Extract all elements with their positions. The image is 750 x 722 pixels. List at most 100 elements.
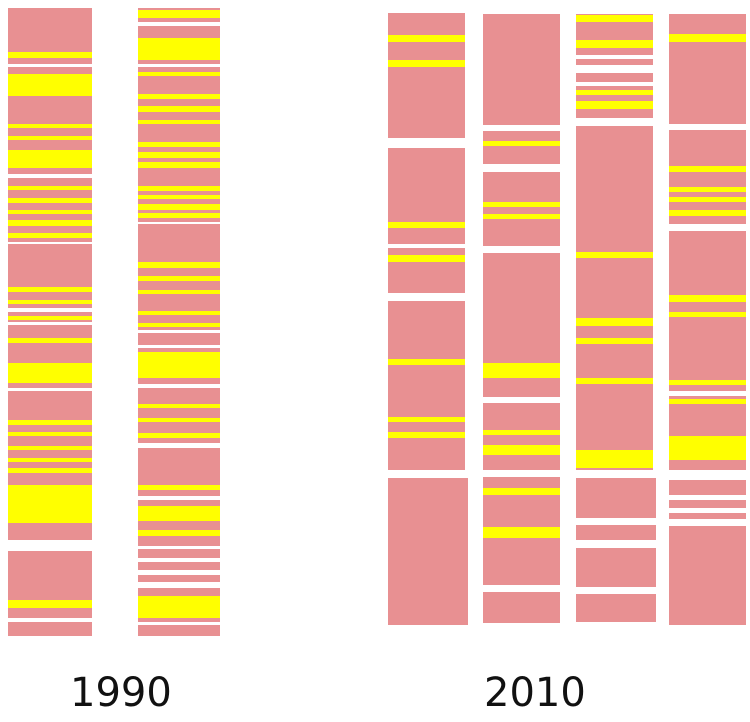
gap-band bbox=[483, 246, 560, 253]
gap-band bbox=[576, 65, 653, 73]
highlight-band bbox=[8, 198, 92, 203]
highlight-band bbox=[388, 432, 465, 438]
highlight-band bbox=[138, 204, 220, 210]
gap-band bbox=[576, 518, 656, 525]
highlight-band bbox=[8, 300, 92, 304]
gap-band bbox=[669, 391, 746, 396]
highlight-band bbox=[138, 106, 220, 112]
gap-band bbox=[388, 138, 465, 148]
gap-band bbox=[576, 540, 656, 548]
gap-band bbox=[138, 546, 220, 549]
strip-2010-d bbox=[669, 14, 746, 470]
gap-band bbox=[8, 540, 92, 551]
gap-band bbox=[669, 124, 746, 130]
highlight-band bbox=[483, 202, 560, 207]
highlight-band bbox=[138, 433, 220, 438]
highlight-band bbox=[8, 233, 92, 238]
highlight-band bbox=[138, 311, 220, 315]
strip-2010-c2 bbox=[576, 478, 656, 622]
highlight-band bbox=[8, 458, 92, 462]
highlight-band bbox=[669, 436, 746, 460]
highlight-band bbox=[669, 34, 746, 42]
highlight-band bbox=[138, 506, 220, 521]
strip-2010-c bbox=[576, 14, 653, 470]
highlight-band bbox=[138, 404, 220, 408]
highlight-band bbox=[576, 90, 653, 95]
highlight-band bbox=[8, 150, 92, 168]
highlight-band bbox=[138, 38, 220, 60]
highlight-band bbox=[8, 363, 92, 383]
gap-band bbox=[8, 322, 92, 325]
gap-band bbox=[8, 308, 92, 312]
highlight-band bbox=[138, 142, 220, 147]
strip-2010-a2 bbox=[388, 478, 468, 625]
gap-band bbox=[669, 508, 746, 513]
gap-band bbox=[669, 495, 746, 500]
highlight-band bbox=[576, 15, 653, 22]
gap-band bbox=[8, 174, 92, 178]
highlight-band bbox=[576, 101, 653, 109]
highlight-band bbox=[138, 120, 220, 124]
highlight-band bbox=[669, 295, 746, 302]
gap-band bbox=[138, 622, 220, 625]
gap-band bbox=[8, 64, 92, 67]
highlight-band bbox=[8, 600, 92, 608]
gap-band bbox=[138, 22, 220, 26]
gap-band bbox=[669, 224, 746, 231]
highlight-band bbox=[8, 186, 92, 190]
label-2010: 2010 bbox=[484, 670, 586, 716]
highlight-band bbox=[576, 252, 653, 258]
gap-band bbox=[483, 585, 560, 592]
highlight-band bbox=[8, 220, 92, 226]
highlight-band bbox=[8, 316, 92, 320]
strip-2010-d2 bbox=[669, 480, 746, 625]
gap-band bbox=[576, 55, 653, 59]
gap-band bbox=[669, 519, 746, 526]
gap-band bbox=[138, 64, 220, 67]
gap-band bbox=[576, 82, 653, 86]
gap-band bbox=[576, 118, 653, 126]
highlight-band bbox=[138, 213, 220, 218]
gap-band bbox=[138, 582, 220, 588]
highlight-band bbox=[483, 141, 560, 146]
gap-band bbox=[576, 587, 656, 594]
highlight-band bbox=[388, 60, 465, 67]
gap-band bbox=[483, 125, 560, 131]
highlight-band bbox=[669, 187, 746, 192]
gap-band bbox=[8, 618, 92, 622]
highlight-band bbox=[483, 430, 560, 435]
highlight-band bbox=[483, 527, 560, 538]
strip-2010-a bbox=[388, 13, 465, 470]
highlight-band bbox=[8, 485, 92, 523]
highlight-band bbox=[138, 323, 220, 327]
gap-band bbox=[138, 570, 220, 575]
highlight-band bbox=[8, 432, 92, 436]
gap-band bbox=[388, 293, 465, 301]
highlight-band bbox=[483, 214, 560, 219]
highlight-band bbox=[138, 418, 220, 422]
highlight-band bbox=[669, 197, 746, 202]
highlight-band bbox=[576, 318, 653, 326]
highlight-band bbox=[576, 450, 653, 468]
highlight-band bbox=[388, 222, 465, 228]
highlight-band bbox=[8, 210, 92, 214]
highlight-band bbox=[8, 136, 92, 140]
highlight-band bbox=[138, 530, 220, 536]
strip-2010-b bbox=[483, 14, 560, 623]
highlight-band bbox=[8, 468, 92, 473]
highlight-band bbox=[8, 287, 92, 292]
gap-band bbox=[8, 388, 92, 391]
highlight-band bbox=[669, 380, 746, 385]
highlight-band bbox=[576, 378, 653, 384]
highlight-band bbox=[8, 338, 92, 343]
gap-band bbox=[388, 244, 465, 248]
highlight-band bbox=[138, 262, 220, 268]
highlight-band bbox=[138, 152, 220, 158]
highlight-band bbox=[388, 35, 465, 42]
strip-1990-b bbox=[138, 8, 220, 636]
highlight-band bbox=[576, 338, 653, 344]
highlight-band bbox=[669, 166, 746, 172]
highlight-band bbox=[138, 596, 220, 618]
highlight-band bbox=[8, 74, 92, 96]
gap-band bbox=[138, 443, 220, 448]
